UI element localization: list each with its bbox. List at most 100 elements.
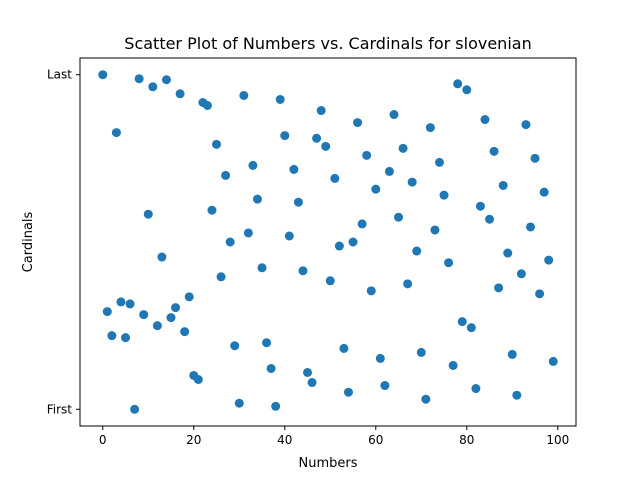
x-axis-label: Numbers (299, 456, 358, 471)
data-point (475, 201, 485, 211)
data-point (425, 123, 435, 133)
data-point (357, 219, 367, 229)
data-point (375, 353, 385, 363)
data-point (521, 120, 531, 130)
data-point (516, 269, 526, 279)
data-point (230, 341, 240, 351)
data-point (512, 390, 522, 400)
data-point (184, 292, 194, 302)
data-point (330, 173, 340, 183)
x-tick-label: 100 (546, 433, 569, 447)
data-point (548, 356, 558, 366)
data-point (348, 237, 358, 247)
y-tick-label: First (47, 402, 73, 416)
data-point (262, 338, 272, 348)
data-point (111, 128, 121, 138)
data-point (266, 363, 276, 373)
data-point (180, 327, 190, 337)
x-tick-label: 80 (459, 433, 474, 447)
data-point (407, 177, 417, 187)
data-point (139, 310, 149, 320)
data-point (430, 225, 440, 235)
data-point (289, 164, 299, 174)
data-point (243, 228, 253, 238)
data-point (166, 313, 176, 323)
x-tick-label: 0 (99, 433, 107, 447)
data-point (134, 74, 144, 84)
data-point (280, 131, 290, 141)
data-point (298, 266, 308, 276)
data-point (316, 106, 326, 116)
data-point (416, 347, 426, 357)
x-tick-label: 60 (368, 433, 383, 447)
data-point (462, 85, 472, 95)
data-point (503, 248, 513, 258)
data-point (275, 94, 285, 104)
y-axis-ticks: First Last (47, 68, 80, 416)
plot-frame (79, 57, 577, 427)
data-point (130, 404, 140, 414)
data-point (116, 297, 126, 307)
data-point (303, 367, 313, 377)
x-tick-label: 40 (277, 433, 292, 447)
data-point (384, 166, 394, 176)
chart-title: Scatter Plot of Numbers vs. Cardinals fo… (124, 34, 531, 53)
data-point (312, 133, 322, 143)
data-point (248, 160, 258, 170)
data-point (398, 143, 408, 153)
data-point (457, 317, 467, 327)
data-point (466, 323, 476, 333)
data-point (471, 384, 481, 394)
data-point (371, 184, 381, 194)
data-point (293, 197, 303, 207)
data-point (535, 289, 545, 299)
data-point (107, 331, 117, 341)
data-point (221, 170, 231, 180)
data-point (380, 381, 390, 391)
data-point (353, 118, 363, 128)
data-point (157, 252, 167, 262)
data-point (421, 394, 431, 404)
data-point (485, 214, 495, 224)
data-point (239, 90, 249, 100)
data-point (161, 75, 171, 85)
data-point (539, 187, 549, 197)
data-point (453, 79, 463, 89)
data-point (412, 246, 422, 256)
data-point (321, 141, 331, 151)
data-point (216, 272, 226, 282)
data-point (480, 115, 490, 125)
y-axis-label: Cardinals (21, 211, 36, 272)
data-point (307, 378, 317, 388)
data-point (403, 279, 413, 289)
data-points (98, 70, 558, 414)
data-point (343, 387, 353, 397)
data-point (444, 258, 454, 268)
data-point (234, 398, 244, 408)
data-point (121, 333, 131, 343)
y-tick-label: Last (47, 68, 72, 82)
x-axis-ticks: 0 20 40 60 80 100 (99, 426, 569, 447)
data-point (498, 180, 508, 190)
data-point (252, 194, 262, 204)
data-point (525, 222, 535, 232)
data-point (202, 101, 212, 111)
data-point (257, 263, 267, 273)
data-point (448, 360, 458, 370)
data-point (143, 209, 153, 219)
data-point (148, 82, 158, 92)
data-point (98, 70, 108, 80)
data-point (102, 307, 112, 317)
data-point (325, 276, 335, 286)
data-point (334, 241, 344, 251)
data-point (439, 190, 449, 200)
data-point (362, 150, 372, 160)
data-point (507, 349, 517, 359)
data-point (394, 212, 404, 222)
data-point (489, 146, 499, 156)
data-point (212, 139, 222, 149)
data-point (193, 374, 203, 384)
data-point (152, 321, 162, 331)
data-point (544, 255, 554, 265)
